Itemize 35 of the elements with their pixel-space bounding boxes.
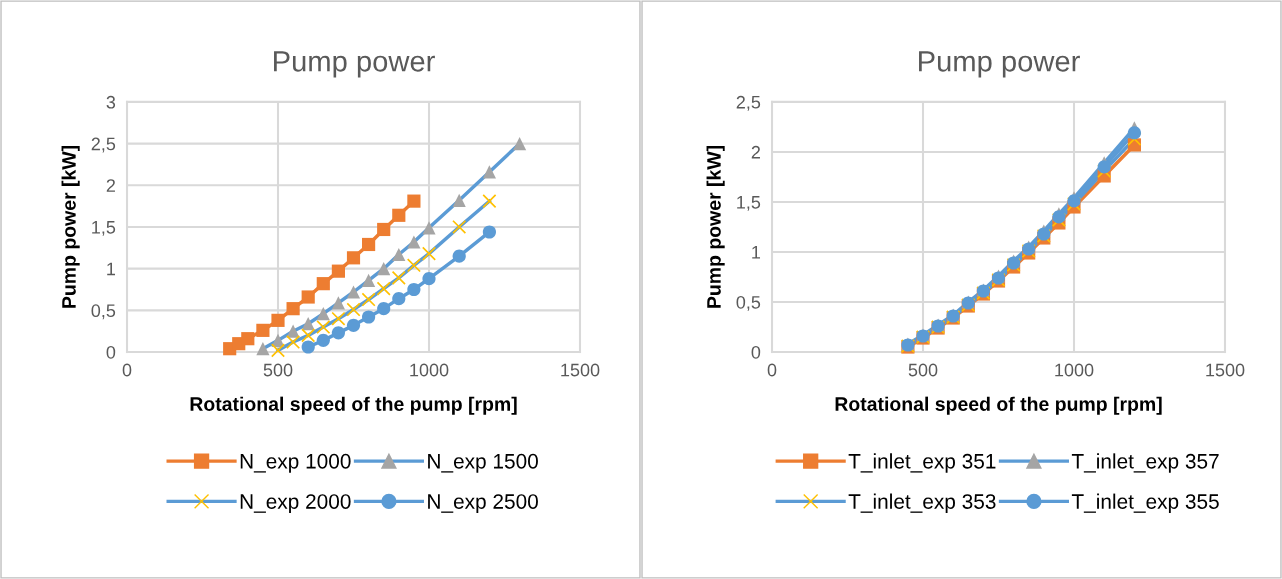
y-tick-label: 0 <box>106 345 116 359</box>
legend-label: T_inlet_exp 353 <box>848 493 996 513</box>
y-tick-label: 0 <box>751 345 761 359</box>
chart-title: Pump power <box>919 51 1080 78</box>
y-tick-label: 2 <box>106 179 115 192</box>
y-axis-title: Pump power [kW] <box>706 145 725 308</box>
y-tick-label: 1,5 <box>737 196 761 211</box>
legend-label: N_exp 1500 <box>428 453 538 473</box>
legend-label: T_inlet_exp 351 <box>848 453 996 473</box>
x-axis-title: Rotational speed of the pump [rpm] <box>835 396 1162 415</box>
y-tick-label: 2,5 <box>91 137 116 153</box>
legend-label: N_exp 2500 <box>428 494 538 513</box>
x-tick-label: 1500 <box>1206 363 1245 377</box>
chart-title: Pump power <box>274 51 435 78</box>
legend-label: N_exp 1000 <box>240 453 351 473</box>
x-axis-title: Rotational speed of the pump [rpm] <box>190 396 517 415</box>
x-tick-label: 500 <box>263 363 293 377</box>
y-tick-label: 2 <box>751 145 760 159</box>
x-tick-label: 0 <box>767 363 777 377</box>
y-tick-label: 1,5 <box>92 221 116 236</box>
legend-label: T_inlet_exp 355 <box>1071 493 1219 513</box>
x-tick-label: 0 <box>122 363 132 377</box>
x-tick-label: 1500 <box>561 363 600 377</box>
y-tick-label: 0,5 <box>91 304 116 320</box>
y-tick-label: 1 <box>752 246 761 259</box>
x-tick-label: 1000 <box>410 363 449 377</box>
x-tick-label: 500 <box>908 363 938 377</box>
legend-label: N_exp 2000 <box>240 494 351 513</box>
y-tick-label: 0,5 <box>736 295 761 311</box>
y-tick-label: 1 <box>107 262 116 276</box>
y-tick-label: 3 <box>106 95 116 109</box>
legend-label: T_inlet_exp 357 <box>1071 453 1219 473</box>
y-axis-title: Pump power [kW] <box>61 145 80 308</box>
x-tick-label: 1000 <box>1055 363 1094 377</box>
y-tick-label: 2,5 <box>736 95 761 111</box>
